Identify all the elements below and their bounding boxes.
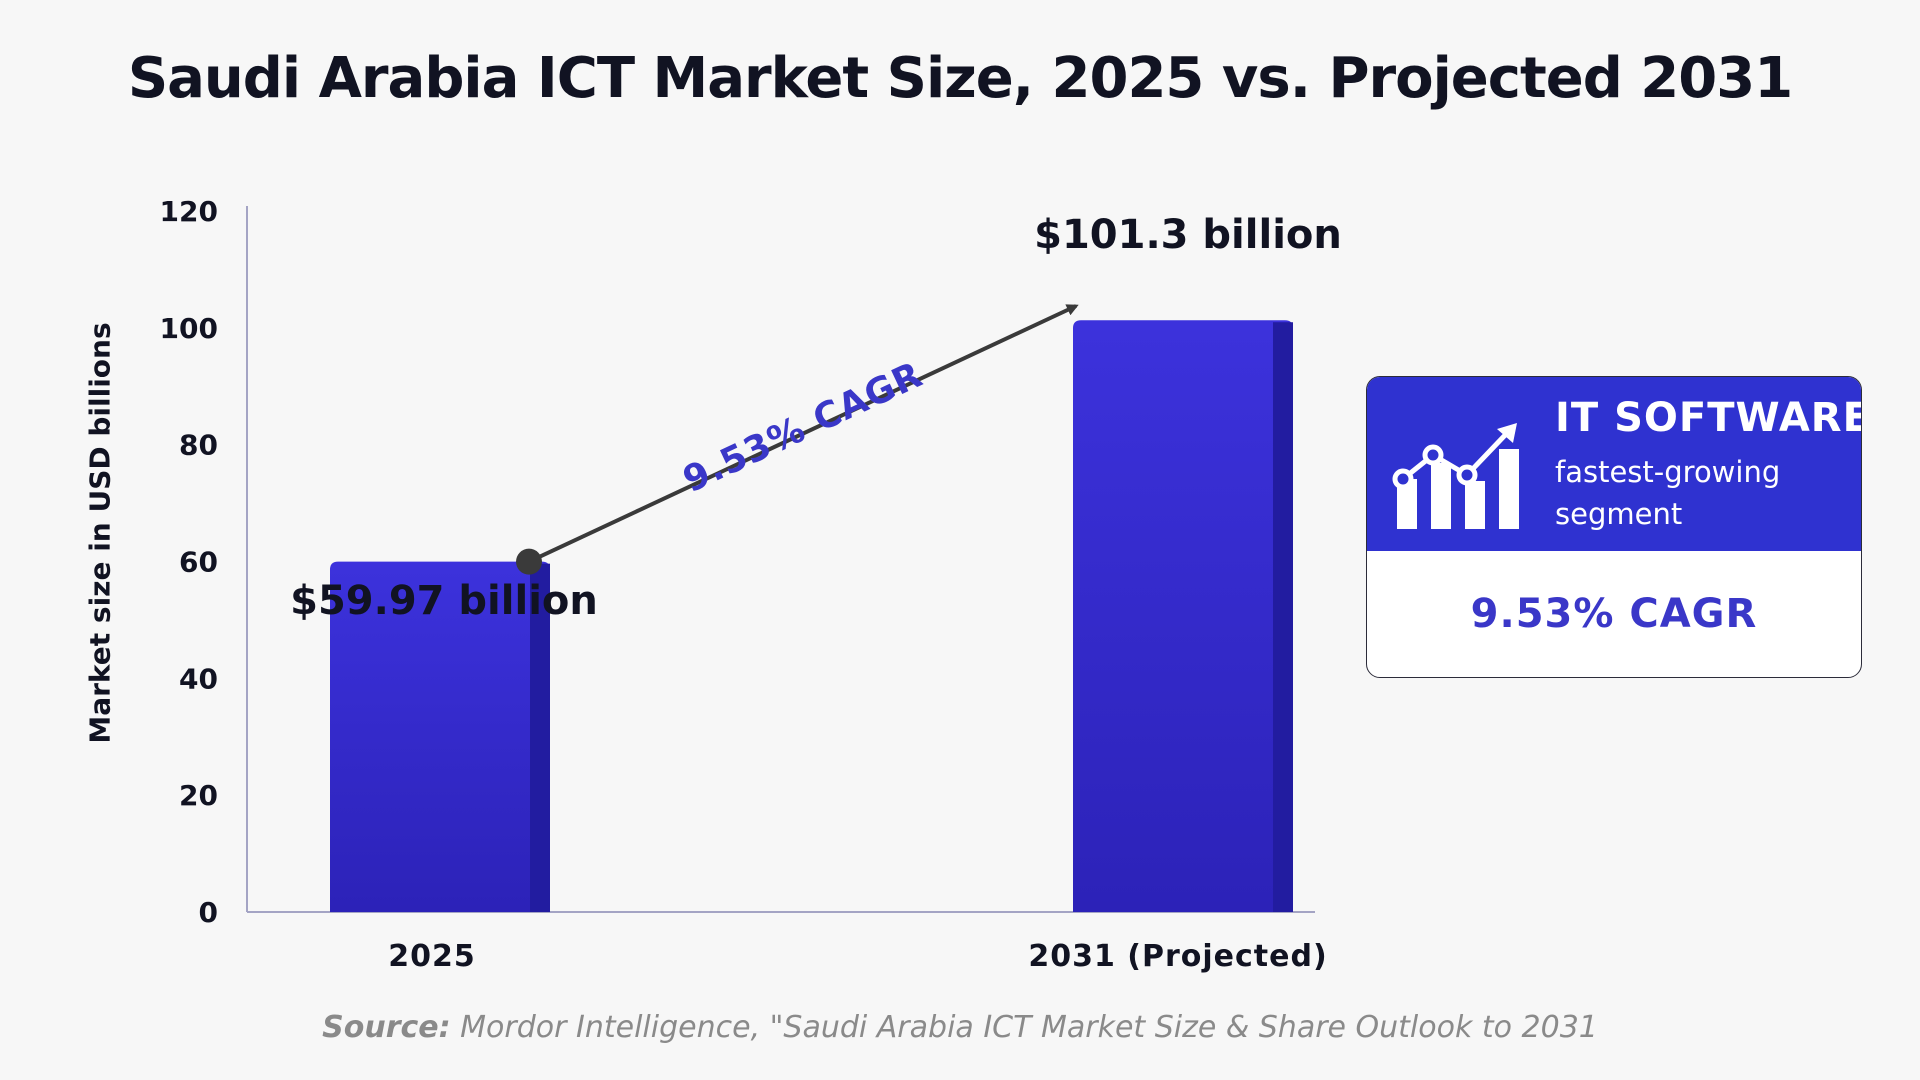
growth-chart-icon [1392,423,1519,529]
y-tick-label: 40 [179,662,218,695]
bar-body [330,561,550,912]
bar-shade [530,563,550,912]
cagr-annotation: 9.53% CAGR [677,354,929,501]
source-note: Source: Mordor Intelligence, "Saudi Arab… [0,1010,1920,1045]
y-tick-label: 0 [199,896,218,929]
source-label: Source: [322,1010,451,1045]
x-tick-label: 2031 (Projected) [1028,939,1327,974]
bar-value-label: $101.3 billion [1034,212,1342,258]
y-tick-label: 20 [179,779,218,812]
y-axis-label: Market size in USD billions [83,322,117,744]
bar-body [1073,320,1293,913]
y-tick-label: 60 [179,546,218,579]
bar-shade [1273,322,1293,913]
callout-header: IT SOFTWARE fastest-growing segment [1367,377,1861,551]
callout-heading: IT SOFTWARE [1555,395,1862,441]
y-tick-label: 120 [160,195,218,228]
arrow-start-dot [516,548,542,575]
source-text: Mordor Intelligence, "Saudi Arabia ICT M… [460,1010,1598,1045]
callout-cagr: 9.53% CAGR [1470,591,1758,637]
callout-subtext: fastest-growing segment [1555,455,1781,531]
bar [330,561,550,912]
x-tick-label: 2025 [388,939,476,974]
chart-title: Saudi Arabia ICT Market Size, 2025 vs. P… [127,46,1793,111]
growth-arrow [528,304,1079,564]
bar [1073,320,1293,913]
y-tick-label: 100 [160,312,218,345]
y-tick-label: 80 [179,429,218,462]
segment-callout: IT SOFTWARE fastest-growing segment 9.53… [1366,376,1862,678]
bar-value-label: $59.97 billion [290,578,598,624]
